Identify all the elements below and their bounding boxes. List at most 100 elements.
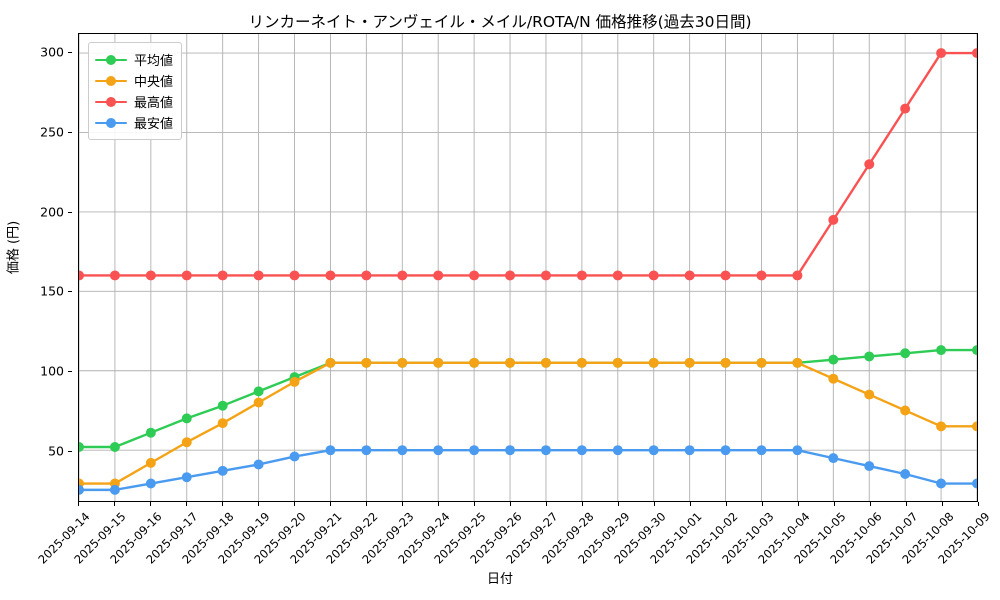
data-point	[864, 351, 875, 362]
data-point	[253, 459, 264, 470]
y-tick-mark	[68, 371, 72, 373]
legend-label: 平均値	[134, 54, 174, 69]
x-axis-ticks: 2025-09-14 2025-09-15 2025-09-16 2025-09-17…	[35, 502, 992, 572]
x-tick-mark	[618, 502, 619, 506]
data-point	[397, 357, 408, 368]
x-tick-mark	[546, 502, 547, 506]
series-4	[79, 445, 977, 495]
data-point	[576, 357, 587, 368]
data-point	[217, 270, 228, 281]
data-point	[720, 357, 731, 368]
data-point	[325, 445, 336, 456]
data-point	[828, 214, 839, 225]
legend-marker-icon	[95, 116, 127, 130]
legend-item-4[interactable]: 最安値	[95, 112, 173, 133]
data-point	[505, 445, 516, 456]
data-point	[612, 445, 623, 456]
data-point	[936, 48, 947, 59]
data-point	[253, 270, 264, 281]
series-2	[79, 357, 977, 489]
data-point	[900, 405, 911, 416]
series-line	[79, 348, 977, 449]
data-point	[181, 413, 192, 424]
x-tick-mark	[942, 502, 943, 506]
data-point	[325, 270, 336, 281]
x-tick-mark	[870, 502, 871, 506]
y-tick-label: 50	[48, 443, 64, 459]
data-point	[864, 159, 875, 170]
data-point	[217, 465, 228, 476]
x-tick-mark	[834, 502, 835, 506]
y-axis-label: 価格 (円)	[6, 220, 22, 275]
data-point	[576, 270, 587, 281]
data-point	[684, 270, 695, 281]
x-tick-mark	[906, 502, 907, 506]
x-tick-mark	[438, 502, 439, 506]
data-point	[756, 270, 767, 281]
x-tick-mark	[798, 502, 799, 506]
x-tick-mark	[258, 502, 259, 506]
data-point	[648, 357, 659, 368]
series-line	[79, 361, 977, 485]
legend-item-2[interactable]: 中央値	[95, 70, 173, 91]
data-point	[792, 445, 803, 456]
x-tick-mark	[114, 502, 115, 506]
x-axis-label: 日付	[486, 572, 513, 587]
data-point	[469, 445, 480, 456]
x-tick-mark	[186, 502, 187, 506]
data-point	[181, 437, 192, 448]
x-tick-mark	[726, 502, 727, 506]
data-point	[361, 445, 372, 456]
plot-area	[78, 33, 978, 502]
data-point	[433, 445, 444, 456]
data-point	[972, 421, 977, 432]
data-point	[540, 357, 551, 368]
series-line	[79, 448, 977, 492]
legend-label: 最安値	[134, 117, 174, 132]
series-line	[79, 51, 977, 277]
data-point	[900, 348, 911, 359]
legend-marker-icon	[95, 53, 127, 67]
data-point	[181, 472, 192, 483]
chart-series-layer	[79, 48, 977, 495]
data-point	[505, 270, 516, 281]
y-axis-ticks: 50 100 150 200 250 300	[0, 33, 72, 502]
data-point	[145, 427, 156, 438]
data-point	[972, 48, 977, 59]
y-tick-mark	[68, 131, 72, 133]
data-point	[433, 270, 444, 281]
data-point	[109, 270, 120, 281]
data-point	[469, 270, 480, 281]
legend-item-3[interactable]: 最高値	[95, 91, 173, 112]
series-3	[79, 48, 977, 281]
data-point	[289, 270, 300, 281]
y-tick-mark	[68, 211, 72, 213]
legend-label: 中央値	[134, 75, 174, 90]
chart-legend: 平均値中央値 最高値最安値	[88, 42, 183, 140]
data-point	[79, 270, 84, 281]
data-point	[756, 357, 767, 368]
data-point	[397, 270, 408, 281]
data-point	[361, 270, 372, 281]
data-point	[900, 103, 911, 114]
data-point	[972, 345, 977, 356]
x-tick-mark	[222, 502, 223, 506]
data-point	[648, 445, 659, 456]
data-point	[253, 386, 264, 397]
x-tick-mark	[366, 502, 367, 506]
data-point	[79, 484, 84, 495]
legend-item-1[interactable]: 平均値	[95, 49, 173, 70]
legend-marker-icon	[95, 95, 127, 109]
data-point	[720, 445, 731, 456]
data-point	[792, 270, 803, 281]
data-point	[864, 389, 875, 400]
data-point	[289, 376, 300, 387]
legend-marker-icon	[95, 74, 127, 88]
y-tick-label: 250	[40, 124, 64, 140]
data-point	[325, 357, 336, 368]
x-tick-mark	[582, 502, 583, 506]
data-point	[145, 457, 156, 468]
y-tick-label: 150	[40, 283, 64, 299]
x-tick-mark	[474, 502, 475, 506]
